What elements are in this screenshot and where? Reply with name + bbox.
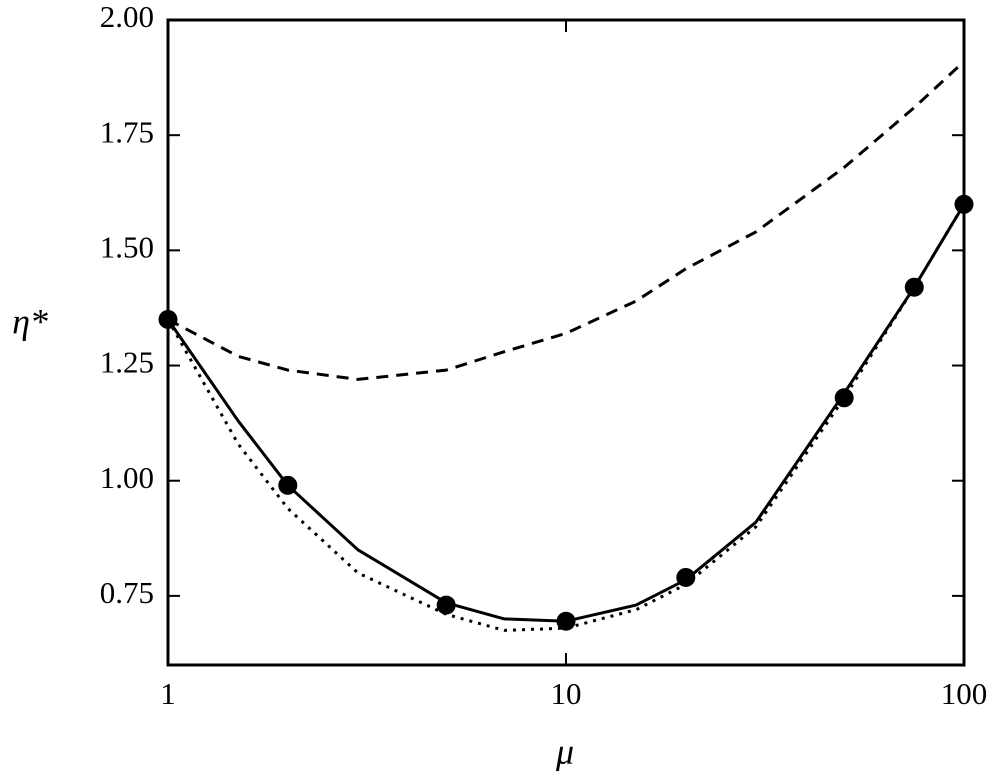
data-point <box>904 277 924 297</box>
x-tick-label: 100 <box>941 676 988 711</box>
y-tick-label: 1.75 <box>100 114 154 149</box>
y-tick-label: 1.00 <box>100 460 154 495</box>
y-tick-label: 2.00 <box>100 0 154 34</box>
curve <box>166 203 966 632</box>
x-tick-label: 10 <box>551 676 582 711</box>
curve <box>166 203 966 623</box>
data-point <box>556 611 576 631</box>
x-tick-label: 1 <box>160 676 176 711</box>
y-tick-label: 1.50 <box>100 229 154 264</box>
data-point <box>834 388 854 408</box>
data-point <box>436 595 456 615</box>
y-axis-label: η* <box>12 301 48 341</box>
x-axis-label: μ <box>555 731 574 771</box>
plot-frame <box>166 18 966 667</box>
curve <box>167 60 966 381</box>
data-point <box>954 194 974 214</box>
data-point <box>676 567 696 587</box>
data-point <box>278 475 298 495</box>
data-point <box>158 309 178 329</box>
y-tick-label: 0.75 <box>100 575 154 610</box>
y-tick-label: 1.25 <box>100 345 154 380</box>
